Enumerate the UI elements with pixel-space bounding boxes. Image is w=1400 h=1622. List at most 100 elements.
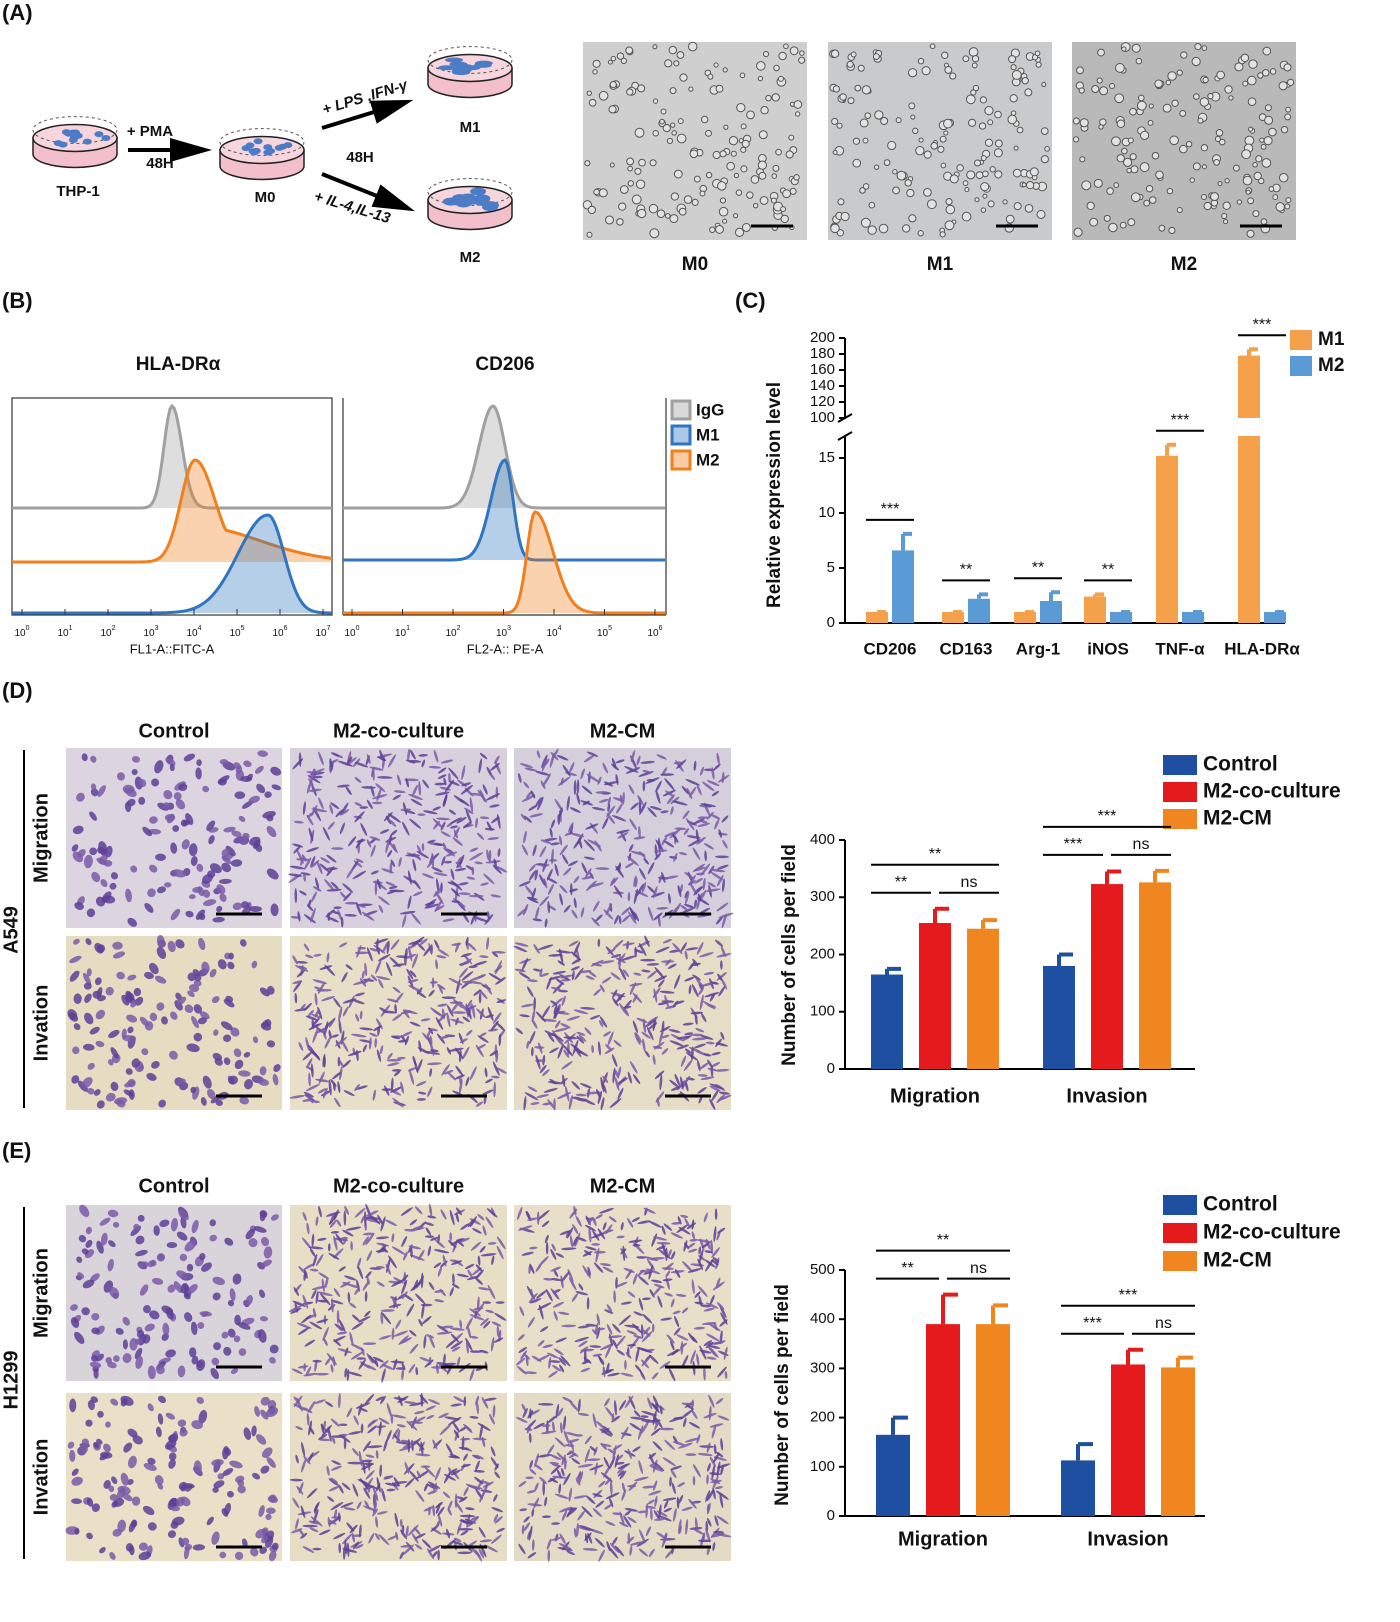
stained-cell bbox=[566, 1550, 575, 1556]
stained-cell bbox=[358, 1450, 363, 1467]
cell bbox=[652, 98, 659, 104]
stained-cell bbox=[547, 1415, 557, 1424]
stained-cell bbox=[417, 1091, 427, 1095]
stained-cell bbox=[170, 908, 181, 921]
stained-cell bbox=[176, 1078, 186, 1086]
stained-cell bbox=[551, 1243, 556, 1252]
stained-cell bbox=[73, 993, 82, 1005]
cell bbox=[1285, 106, 1291, 113]
stained-cell bbox=[165, 1349, 177, 1358]
stained-cell bbox=[485, 1014, 494, 1019]
stained-cell bbox=[587, 1532, 593, 1544]
x-axis-label: FL1-A::FITC-A bbox=[130, 641, 215, 656]
stained-cell bbox=[265, 1513, 272, 1521]
stained-cell bbox=[647, 1016, 659, 1024]
stained-cell bbox=[315, 1216, 319, 1226]
stained-cell bbox=[603, 1456, 610, 1469]
stained-cell bbox=[604, 1477, 612, 1485]
stained-cell bbox=[301, 1458, 307, 1473]
tick-exponent: 5 bbox=[608, 625, 612, 632]
cell bbox=[584, 160, 591, 167]
stained-cell bbox=[349, 1302, 357, 1309]
cell bbox=[1203, 201, 1212, 211]
cell bbox=[980, 182, 990, 192]
stained-cell bbox=[190, 856, 198, 866]
stained-cell bbox=[376, 1476, 381, 1493]
stained-cell bbox=[544, 1234, 549, 1244]
stained-cell bbox=[187, 990, 195, 997]
stained-cell bbox=[157, 1483, 164, 1490]
stained-cell bbox=[298, 1528, 305, 1538]
stained-cell bbox=[483, 1544, 498, 1553]
stained-cell bbox=[711, 981, 719, 985]
stained-cell bbox=[343, 1090, 355, 1097]
y-tick-label: 0 bbox=[827, 1060, 835, 1077]
cell bbox=[1135, 57, 1143, 65]
cell bbox=[1247, 197, 1255, 205]
stained-cell bbox=[99, 1547, 106, 1554]
cell bbox=[1034, 50, 1041, 57]
stained-cell bbox=[213, 1029, 219, 1036]
cell bbox=[1072, 136, 1080, 143]
stained-cell bbox=[303, 1263, 315, 1270]
stained-cell bbox=[569, 1401, 579, 1412]
stained-cell bbox=[256, 783, 266, 794]
stained-cell bbox=[591, 1045, 594, 1054]
cell bbox=[741, 223, 751, 232]
stained-cell bbox=[684, 1032, 694, 1036]
x-tick-label: 102 bbox=[100, 625, 115, 639]
stained-cell bbox=[333, 1532, 346, 1540]
stained-cell bbox=[629, 906, 636, 918]
stained-cell bbox=[120, 1395, 134, 1406]
tick-base: 10 bbox=[272, 628, 284, 639]
stained-cell bbox=[178, 783, 188, 792]
stained-cell bbox=[714, 818, 720, 830]
stained-cell bbox=[614, 1545, 625, 1557]
cell bbox=[915, 145, 925, 156]
stained-cell bbox=[248, 1238, 258, 1248]
stained-cell bbox=[450, 825, 458, 829]
stained-cell bbox=[606, 805, 616, 818]
cell bbox=[1284, 113, 1292, 121]
cell bbox=[1234, 62, 1244, 72]
stained-cell bbox=[616, 1235, 625, 1239]
stained-cell bbox=[489, 1050, 498, 1057]
stained-cell bbox=[489, 804, 500, 808]
stained-cell bbox=[514, 942, 529, 947]
stained-cell bbox=[309, 1248, 316, 1257]
stained-cell bbox=[458, 1528, 474, 1531]
stained-cell bbox=[374, 1037, 378, 1048]
stained-cell bbox=[703, 1340, 713, 1347]
cell bbox=[626, 157, 635, 166]
stained-cell bbox=[723, 1346, 728, 1360]
stained-cell bbox=[601, 1082, 607, 1094]
stained-cell bbox=[574, 1336, 590, 1343]
error-bar bbox=[1105, 869, 1121, 885]
stained-cell bbox=[696, 784, 702, 796]
stained-cell bbox=[535, 770, 550, 776]
stained-cell bbox=[126, 798, 136, 807]
stained-cell bbox=[330, 1465, 342, 1471]
cell bbox=[1148, 196, 1157, 204]
stained-cell bbox=[324, 1401, 334, 1407]
stained-cell bbox=[670, 796, 680, 805]
stained-cell bbox=[554, 798, 564, 812]
stained-cell bbox=[344, 1367, 348, 1378]
stained-cell bbox=[423, 810, 438, 815]
stained-cell bbox=[661, 1225, 666, 1235]
stained-cell bbox=[665, 1549, 673, 1559]
stained-cell bbox=[453, 829, 458, 839]
stained-cell bbox=[461, 782, 472, 787]
bar bbox=[1043, 965, 1075, 1069]
stained-cell bbox=[605, 1492, 620, 1500]
stained-cell bbox=[550, 1266, 562, 1272]
stained-cell bbox=[451, 1002, 459, 1012]
stained-cell bbox=[667, 963, 677, 969]
cell bbox=[1121, 147, 1128, 155]
stained-cell bbox=[400, 1081, 404, 1094]
stained-cell bbox=[402, 1251, 408, 1261]
cell bbox=[620, 57, 628, 65]
cell bbox=[793, 174, 800, 181]
stained-cell bbox=[481, 1396, 489, 1409]
stained-cell bbox=[515, 1416, 528, 1423]
